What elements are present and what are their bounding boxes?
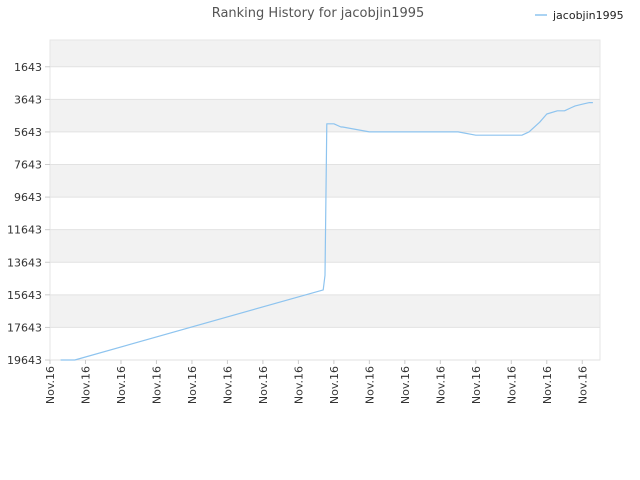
x-tick-label: Nov.16 bbox=[79, 366, 92, 404]
x-tick-label: Nov.16 bbox=[576, 366, 589, 404]
chart-title: Ranking History for jacobjin1995 bbox=[212, 6, 425, 21]
plot-band bbox=[50, 131, 600, 165]
y-tick-label: 7643 bbox=[14, 159, 42, 172]
x-tick-label: Nov.16 bbox=[221, 366, 234, 404]
plot-band bbox=[50, 294, 600, 328]
y-tick-label: 5643 bbox=[14, 126, 42, 139]
x-tick-label: Nov.16 bbox=[434, 366, 447, 404]
x-tick-label: Nov.16 bbox=[363, 366, 376, 404]
plot-band bbox=[50, 99, 600, 132]
x-tick-label: Nov.16 bbox=[257, 366, 270, 404]
x-tick-label: Nov.16 bbox=[399, 366, 412, 404]
plot-band bbox=[50, 40, 600, 67]
plot-band bbox=[50, 164, 600, 198]
legend: jacobjin1995 bbox=[535, 9, 624, 22]
y-tick-label: 19643 bbox=[7, 354, 42, 367]
y-axis-ticks: 1643 3643 5643 7643 9643 11643 13643 15643 17643… bbox=[7, 61, 50, 367]
plot-background-bands bbox=[50, 40, 600, 360]
x-axis-ticks: Nov.16 Nov.16 Nov.16 Nov.16 Nov.16 Nov.16 Nov.… bbox=[44, 360, 589, 404]
y-tick-label: 3643 bbox=[14, 93, 42, 106]
x-tick-label: Nov.16 bbox=[541, 366, 554, 404]
x-tick-label: Nov.16 bbox=[505, 366, 518, 404]
x-tick-label: Nov.16 bbox=[44, 366, 57, 404]
legend-series-label: jacobjin1995 bbox=[552, 9, 624, 22]
series-line-jacobjin1995 bbox=[60, 101, 593, 361]
plot-band bbox=[50, 327, 600, 360]
x-tick-label: Nov.16 bbox=[470, 366, 483, 404]
x-tick-label: Nov.16 bbox=[150, 366, 163, 404]
y-tick-label: 9643 bbox=[14, 191, 42, 204]
grid-lines bbox=[50, 66, 600, 361]
plot-band bbox=[50, 66, 600, 100]
x-tick-label: Nov.16 bbox=[186, 366, 199, 404]
plot-band bbox=[50, 197, 600, 230]
x-tick-label: Nov.16 bbox=[292, 366, 305, 404]
y-tick-label: 17643 bbox=[7, 321, 42, 334]
y-tick-label: 11643 bbox=[7, 224, 42, 237]
series-layer bbox=[60, 101, 593, 361]
y-tick-label: 15643 bbox=[7, 289, 42, 302]
x-tick-label: Nov.16 bbox=[328, 366, 341, 404]
y-tick-label: 13643 bbox=[7, 256, 42, 269]
x-tick-label: Nov.16 bbox=[115, 366, 128, 404]
y-tick-label: 1643 bbox=[14, 61, 42, 74]
